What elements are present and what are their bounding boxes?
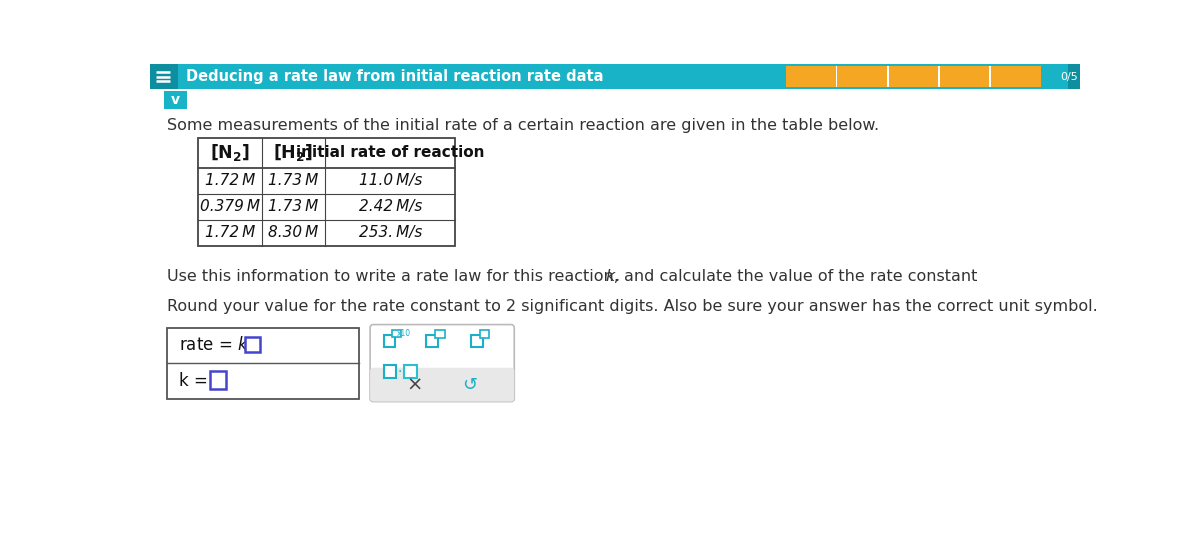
Text: Round your value for the rate constant to 2 significant digits. Also be sure you: Round your value for the rate constant t… [167,299,1098,314]
Text: 1.72 M: 1.72 M [205,173,254,188]
Bar [470,334,484,347]
Text: 8.30 M: 8.30 M [269,226,318,241]
Text: initial rate of reaction: initial rate of reaction [296,145,485,160]
Text: Use this information to write a rate law for this reaction, and calculate the va: Use this information to write a rate law… [167,270,983,284]
Text: 1.72 M: 1.72 M [205,226,254,241]
Bar [167,327,359,398]
Bar [164,91,187,109]
Bar [480,330,490,338]
Text: v: v [172,93,180,107]
Text: 0/5: 0/5 [1061,72,1079,81]
Text: 1.73 M: 1.73 M [269,173,318,188]
Bar [786,66,1042,87]
Bar [426,334,438,347]
Bar [391,330,401,337]
Text: 253. M/s: 253. M/s [359,226,422,241]
Bar [989,66,991,87]
FancyBboxPatch shape [370,368,515,401]
Bar [210,371,226,389]
Text: ↺: ↺ [462,376,478,393]
Bar [436,330,444,338]
Text: Some measurements of the initial rate of a certain reaction are given in the tab: Some measurements of the initial rate of… [167,118,880,133]
Bar [245,337,260,352]
Bar [887,66,888,87]
Bar [373,371,511,375]
Bar [384,334,395,347]
Text: $k$.: $k$. [605,269,620,285]
Text: k =: k = [180,372,214,390]
Text: x10: x10 [396,329,410,338]
Text: $\mathbf{[N_2]}$: $\mathbf{[N_2]}$ [210,143,250,163]
Bar [1068,64,1080,89]
Text: rate = $k$: rate = $k$ [180,337,250,354]
Text: ×: × [407,375,422,394]
Bar [198,138,455,246]
Text: ·: · [397,366,402,379]
Bar [150,64,1080,89]
Bar [836,66,838,87]
FancyBboxPatch shape [370,325,515,401]
Bar [938,66,940,87]
Bar [150,64,178,89]
Text: $\mathbf{[H_2]}$: $\mathbf{[H_2]}$ [274,143,313,163]
Text: Deducing a rate law from initial reaction rate data: Deducing a rate law from initial reactio… [186,69,604,84]
Bar [404,366,416,378]
Text: 0.379 M: 0.379 M [200,199,260,214]
Text: 1.73 M: 1.73 M [269,199,318,214]
Text: 11.0 M/s: 11.0 M/s [359,173,422,188]
Text: 2.42 M/s: 2.42 M/s [359,199,422,214]
Bar [384,366,396,378]
